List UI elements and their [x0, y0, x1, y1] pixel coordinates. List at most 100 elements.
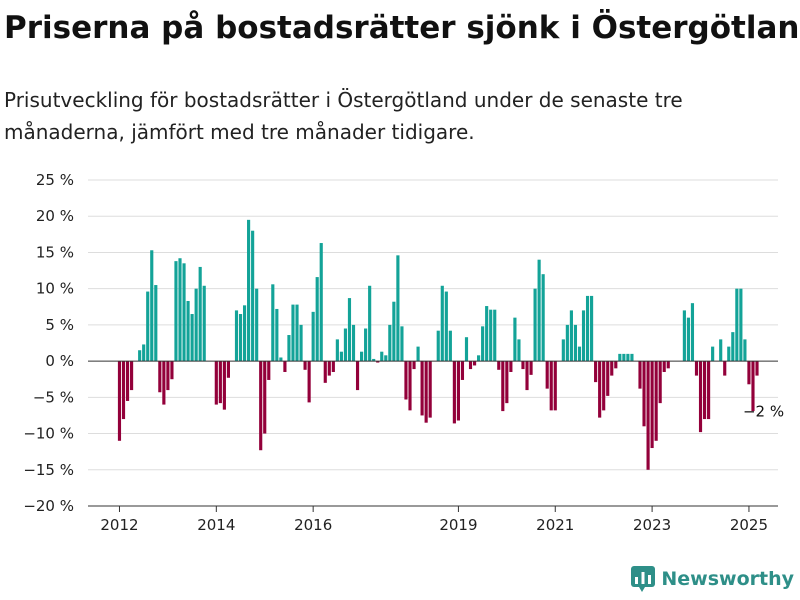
bar: [311, 311, 315, 362]
bar: [650, 361, 654, 449]
y-tick-label: 15 %: [36, 243, 74, 261]
x-tick-label: 2012: [100, 516, 138, 534]
bar: [525, 361, 529, 391]
bar: [682, 310, 686, 362]
bar: [117, 361, 122, 441]
bar: [481, 326, 485, 362]
bar: [154, 285, 158, 362]
bar: [565, 324, 569, 362]
x-tick-label: 2023: [633, 516, 671, 534]
bar: [396, 255, 400, 362]
bar: [529, 361, 533, 375]
bar: [291, 304, 295, 362]
bar: [456, 361, 460, 421]
bar: [485, 306, 489, 362]
bar: [146, 291, 150, 362]
bar: [295, 304, 299, 362]
bar: [412, 361, 416, 370]
bar: [275, 308, 279, 362]
bar: [464, 337, 469, 362]
latest-value-annotation: −2 %: [743, 403, 784, 421]
bar: [573, 324, 578, 362]
bar: [331, 361, 335, 372]
bar: [351, 324, 356, 362]
bar: [255, 288, 259, 362]
bar: [142, 344, 146, 362]
bar: [376, 361, 380, 363]
bar: [299, 324, 303, 362]
bar: [477, 355, 481, 362]
bar: [662, 361, 666, 372]
x-axis-ticks: 2012 2014 2016 2019 2021 2023 2025: [100, 506, 768, 534]
bar: [424, 361, 428, 423]
bar: [138, 350, 142, 362]
y-axis-tick-labels: −20 % −15 % −10 % −5 % 0 % 5 % 10 % 15 % 20 % 25 …: [23, 171, 74, 515]
bar: [380, 351, 384, 362]
page-title: Priserna på bostadsrätter sjönk i Österg…: [4, 10, 800, 46]
bar: [622, 353, 626, 362]
bar: [150, 250, 154, 362]
bar: [618, 353, 622, 362]
bar: [238, 314, 243, 362]
bar: [751, 361, 755, 412]
bar: [537, 259, 541, 362]
bar: [561, 339, 565, 362]
bar: [690, 303, 695, 362]
y-tick-label: 25 %: [36, 171, 74, 189]
bar: [234, 310, 239, 362]
bar: [630, 353, 634, 362]
bar: [218, 361, 222, 404]
bar: [364, 328, 368, 362]
bar: [444, 291, 448, 362]
y-tick-label: −10 %: [23, 425, 74, 443]
bar: [521, 361, 525, 370]
x-tick-label: 2014: [197, 516, 235, 534]
bar: [517, 339, 521, 362]
bar: [222, 361, 226, 410]
bar: [731, 332, 735, 362]
bar: [460, 361, 465, 380]
bar: [384, 355, 388, 362]
y-tick-label: 10 %: [36, 280, 74, 298]
bar: [182, 263, 186, 362]
bar: [251, 230, 255, 362]
bar: [448, 330, 452, 362]
x-tick-label: 2016: [294, 516, 332, 534]
bar: [186, 300, 190, 362]
bar: [755, 361, 759, 376]
bar: [747, 361, 751, 385]
bar: [549, 361, 553, 411]
bar: [226, 361, 230, 378]
bar: [642, 361, 646, 427]
bar: [166, 361, 170, 391]
bar: [719, 339, 723, 362]
bar: [436, 330, 440, 362]
bar: [497, 361, 501, 370]
bar: [335, 339, 339, 362]
bar: [303, 361, 307, 370]
bar: [170, 361, 174, 380]
bar: [158, 361, 162, 393]
bar: [577, 346, 582, 362]
bar: [125, 361, 130, 401]
bar: [654, 361, 658, 441]
bar: [267, 361, 271, 380]
bar: [505, 361, 509, 404]
bar: [287, 335, 291, 362]
bar: [347, 298, 352, 362]
bar: [194, 288, 198, 362]
bar: [319, 243, 323, 362]
bar: [723, 361, 727, 376]
bar: [323, 361, 327, 383]
bar: [614, 361, 618, 369]
bar: [372, 358, 376, 362]
bar: [707, 361, 711, 420]
bar: [190, 314, 194, 362]
bar: [686, 317, 690, 362]
x-tick-label: 2021: [536, 516, 574, 534]
bar: [694, 361, 699, 376]
newsworthy-logo-icon: [631, 566, 656, 592]
bar: [452, 361, 456, 424]
bar: [513, 317, 517, 362]
bar: [283, 361, 287, 372]
